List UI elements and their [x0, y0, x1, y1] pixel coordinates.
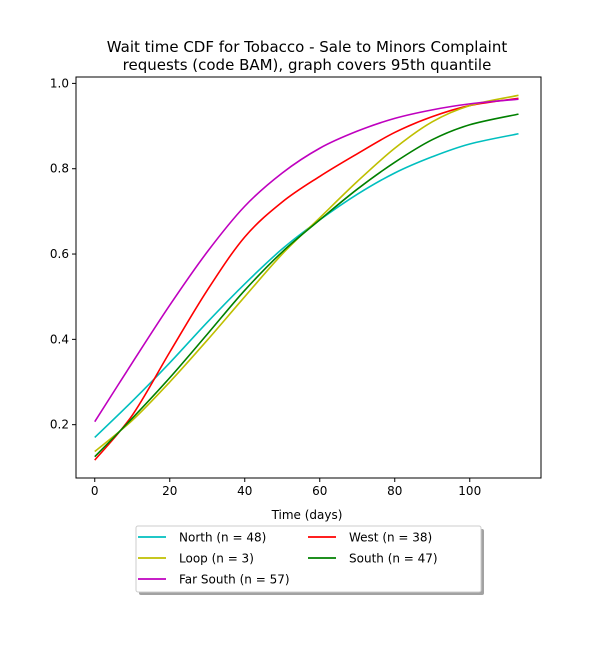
y-tick-label: 0.8 [50, 162, 69, 176]
y-tick-label: 0.6 [50, 247, 69, 261]
legend: North (n = 48) Loop (n = 3) Far South (n =… [135, 525, 484, 595]
x-axis-ticks: 0 20 40 60 80 100 [91, 478, 481, 498]
legend-label: South (n = 47) [349, 552, 438, 566]
legend-items: North (n = 48) Loop (n = 3) Far South (n =… [138, 531, 438, 587]
legend-label: North (n = 48) [179, 531, 266, 545]
legend-box [135, 525, 482, 593]
series-line-1 [94, 97, 519, 461]
x-tick-label: 60 [312, 484, 327, 498]
chart-title-line-1: Wait time CDF for Tobacco - Sale to Mino… [107, 38, 508, 56]
series-layer [94, 94, 519, 461]
legend-label: Far South (n = 57) [179, 573, 290, 587]
series-line-0 [94, 132, 519, 439]
plot-area-frame [75, 76, 542, 479]
series-line-4 [94, 98, 519, 423]
y-tick-label: 0.2 [50, 418, 69, 432]
x-tick-label: 0 [91, 484, 99, 498]
x-tick-label: 100 [458, 484, 481, 498]
legend-label: West (n = 38) [349, 531, 432, 545]
y-axis-ticks: 0.2 0.4 0.6 0.8 1.0 [50, 76, 76, 432]
series-line-3 [94, 113, 519, 458]
chart-title-line-2: requests (code BAM), graph covers 95th q… [123, 56, 492, 74]
y-tick-label: 0.4 [50, 332, 69, 346]
legend-label: Loop (n = 3) [179, 552, 254, 566]
x-tick-label: 80 [387, 484, 402, 498]
x-tick-label: 40 [237, 484, 252, 498]
y-tick-label: 1.0 [50, 76, 69, 90]
x-axis-label: Time (days) [271, 508, 343, 522]
x-tick-label: 20 [162, 484, 177, 498]
